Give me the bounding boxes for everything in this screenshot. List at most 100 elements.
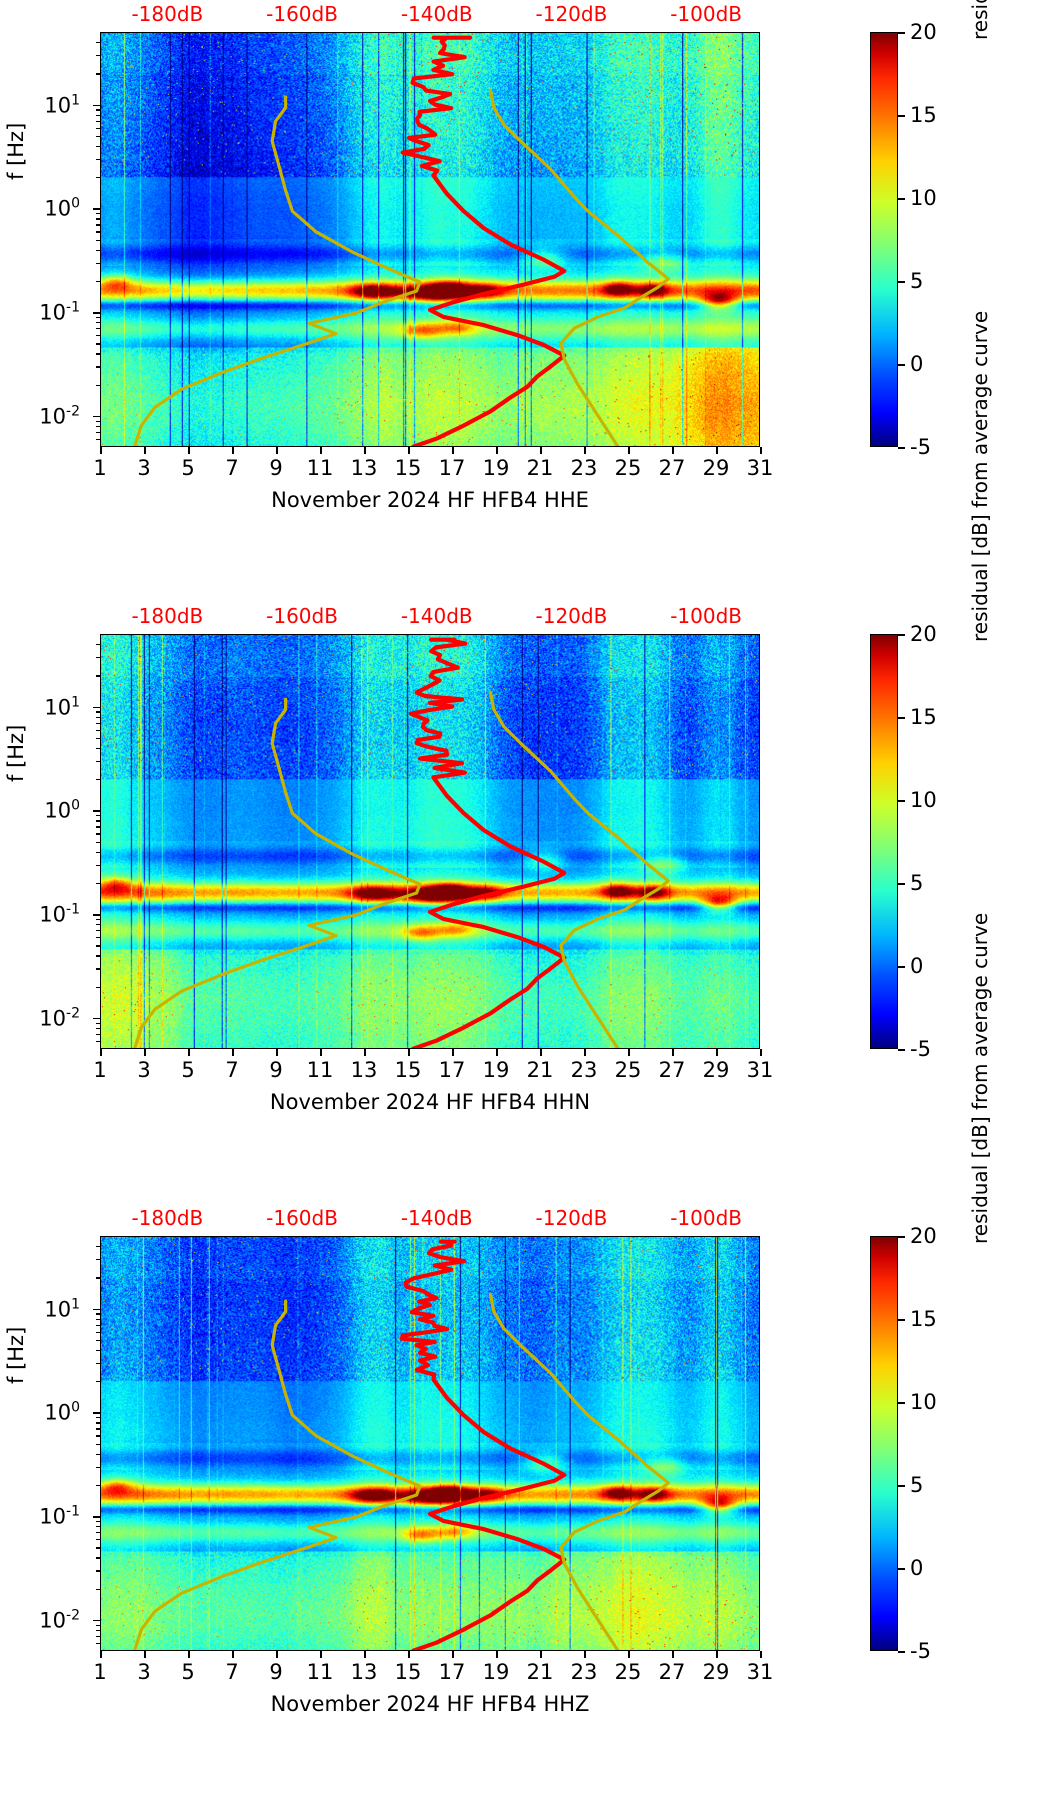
y-tick-mark-minor — [96, 1277, 100, 1279]
x-tick-mark — [540, 447, 542, 454]
y-tick-label: 101 — [44, 92, 80, 117]
x-tick-mark — [276, 1651, 278, 1658]
x-tick-mark — [100, 1651, 102, 1658]
y-tick-exponent: -1 — [66, 1503, 80, 1520]
colorbar-tick-label: 5 — [910, 269, 924, 293]
y-tick-mark-minor — [96, 73, 100, 75]
y-tick-labels-hhn: 101 100 10-1 10-2 — [0, 634, 90, 1049]
y-tick-mark-major — [93, 415, 100, 418]
colorbar-tick-label: 10 — [910, 788, 937, 812]
y-tick-mark-minor — [96, 1642, 100, 1645]
colorbar-tick-mark — [898, 800, 905, 802]
y-tick-mark-minor — [96, 218, 100, 220]
y-tick-exponent: -1 — [66, 901, 80, 918]
y-tick-mark-minor — [96, 384, 100, 386]
x-tick-mark — [496, 1651, 498, 1658]
y-tick-mark-major — [93, 208, 100, 210]
y-ticks-hhn — [92, 634, 100, 1049]
x-tick-mark — [276, 1049, 278, 1056]
y-tick-mark-minor — [96, 280, 100, 283]
y-tick-mark-minor — [96, 224, 100, 226]
colorbar-tick-mark — [898, 1568, 905, 1570]
x-tick-label: 7 — [225, 1660, 239, 1684]
y-tick-mark-major — [93, 706, 100, 709]
y-tick-base: 10 — [39, 1608, 67, 1633]
x-ticks-hhe — [100, 447, 762, 455]
colorbar-tick-label: -5 — [910, 1639, 931, 1663]
y-tick-mark-minor — [96, 930, 100, 932]
y-tick-mark-minor — [96, 1027, 100, 1030]
top-db-label: -160dB — [266, 2, 338, 26]
y-tick-label: 10-2 — [39, 403, 80, 428]
spectrogram-axes-hhn — [100, 634, 760, 1049]
y-tick-mark-minor — [96, 316, 100, 319]
y-tick-mark-major — [93, 312, 100, 314]
y-tick-mark-minor — [96, 343, 100, 345]
y-tick-mark-minor — [96, 1532, 100, 1534]
colorbar-tick-mark — [898, 447, 905, 449]
top-db-label: -180dB — [131, 1206, 204, 1230]
x-tick-mark — [540, 1651, 542, 1658]
y-tick-mark-minor — [96, 1435, 100, 1437]
colorbar-tick-labels-hhn: 20 15 10 5 0 -5 — [906, 622, 976, 1061]
y-tick-mark-minor — [96, 760, 100, 763]
y-tick-base: 10 — [44, 695, 72, 720]
y-tick-base: 10 — [39, 1504, 67, 1529]
y-tick-label: 10-2 — [39, 1607, 80, 1632]
top-db-label: -180dB — [131, 604, 204, 628]
x-tick-label: 15 — [394, 1058, 422, 1082]
x-ticks-hhz — [100, 1651, 762, 1659]
top-db-label: -140dB — [400, 2, 473, 26]
x-tick-mark — [100, 447, 102, 454]
x-tick-mark — [452, 447, 454, 454]
x-tick-label: 29 — [702, 1058, 730, 1082]
y-tick-mark-minor — [96, 1557, 100, 1559]
y-tick-exponent: 0 — [71, 797, 80, 814]
y-tick-mark-minor — [96, 1318, 100, 1320]
colorbar-tick-mark — [898, 1402, 905, 1404]
y-tick-mark-minor — [96, 711, 100, 713]
panel-title-hhe: November 2024 HF HFB4 HHE — [271, 488, 589, 512]
y-tick-mark-minor — [96, 158, 100, 161]
y-tick-mark-minor — [96, 109, 100, 111]
y-tick-mark-minor — [96, 1313, 100, 1315]
y-tick-mark-major — [93, 1308, 100, 1311]
y-tick-exponent: 1 — [71, 1296, 80, 1313]
y-tick-label: 10-1 — [39, 300, 80, 325]
colorbar-tick-mark — [898, 364, 905, 366]
colorbar-tick-label: 5 — [910, 871, 924, 895]
x-tick-mark — [716, 1651, 718, 1658]
y-tick-base: 10 — [44, 196, 72, 221]
y-ticks-hhe — [92, 32, 100, 447]
x-tick-mark — [364, 447, 366, 454]
y-tick-mark-minor — [96, 231, 100, 233]
x-tick-mark — [320, 1651, 322, 1658]
x-tick-mark — [716, 447, 718, 454]
y-tick-mark-minor — [96, 431, 100, 434]
y-tick-base: 10 — [39, 300, 67, 325]
y-tick-mark-minor — [96, 420, 100, 422]
top-db-label: -100dB — [670, 2, 743, 26]
y-tick-mark-major — [93, 104, 100, 107]
y-tick-mark-major — [93, 1412, 100, 1414]
x-tick-label: 21 — [526, 456, 554, 480]
y-tick-mark-minor — [96, 366, 100, 368]
y-tick-mark-minor — [96, 1040, 100, 1043]
colorbar-tick-mark — [898, 1319, 905, 1321]
x-tick-labels-hhz: 1 3 5 7 9 11 13 15 17 19 21 23 25 27 29 31 — [93, 1660, 773, 1690]
x-tick-mark — [144, 447, 146, 454]
colorbar-tick-mark — [898, 32, 905, 34]
y-tick-base: 10 — [44, 93, 72, 118]
colorbar-hhn — [870, 634, 898, 1049]
x-tick-label: 27 — [658, 1660, 686, 1684]
y-tick-mark-minor — [96, 955, 100, 957]
y-tick-base: 10 — [39, 902, 67, 927]
x-tick-mark — [584, 1651, 586, 1658]
y-tick-mark-minor — [96, 1443, 100, 1445]
colorbar-tick-label: 20 — [910, 622, 937, 646]
y-tick-mark-minor — [96, 1466, 100, 1468]
y-tick-mark-minor — [96, 114, 100, 116]
y-tick-mark-major — [93, 810, 100, 812]
y-tick-exponent: 0 — [71, 1399, 80, 1416]
x-tick-label: 19 — [482, 1660, 510, 1684]
